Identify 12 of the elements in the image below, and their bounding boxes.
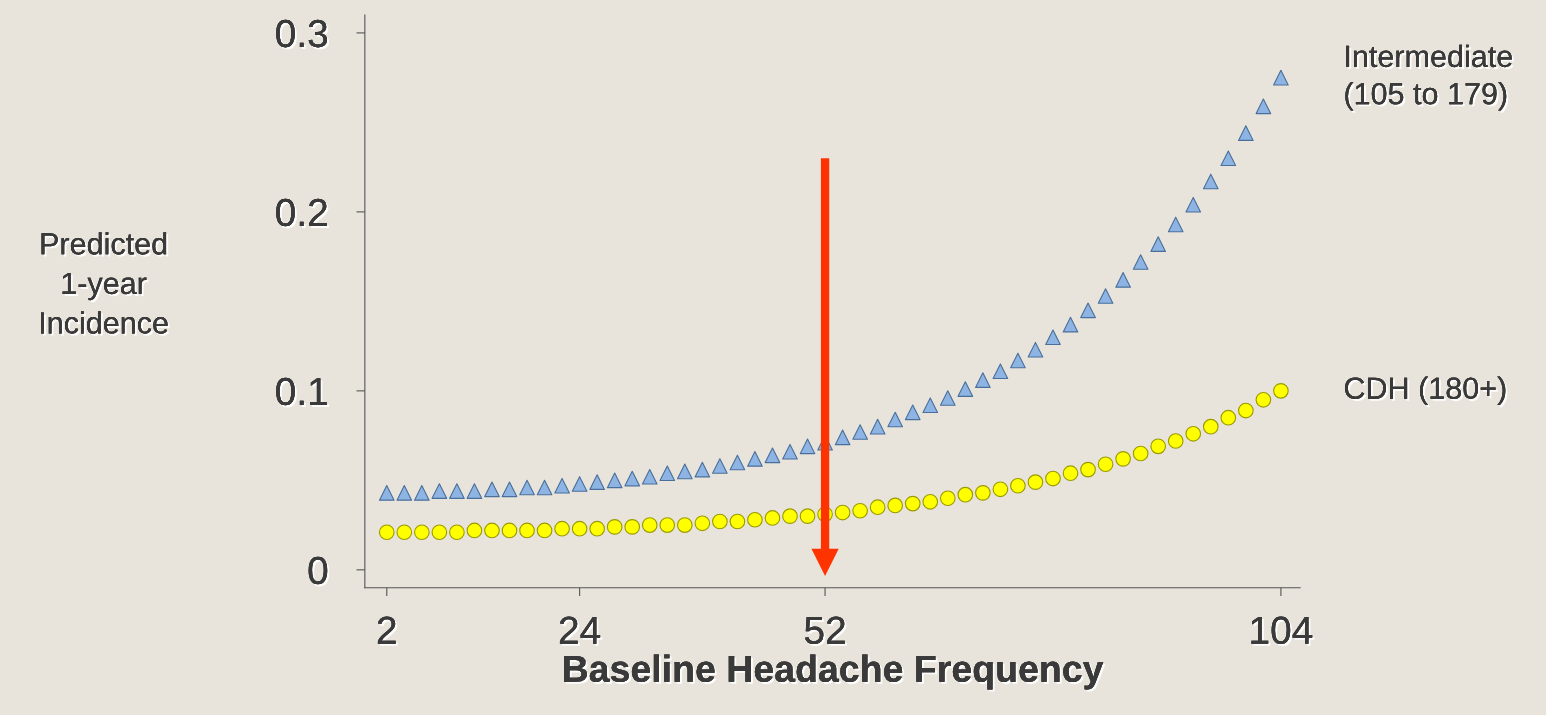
y-tick-label: 0.3 <box>276 19 330 50</box>
y-tick-label: 0 <box>308 556 330 587</box>
series-label: Intermediate (105 to 179) <box>1345 44 1514 113</box>
x-tick-label: 24 <box>559 616 603 646</box>
series-label: CDH (180+) <box>1344 376 1508 408</box>
x-tick-label: 104 <box>1251 616 1315 647</box>
y-tick-label: 0.1 <box>276 377 329 408</box>
x-tick-label: 2 <box>377 616 398 646</box>
y-axis-title: Predicted 1-year Incidence <box>41 232 170 336</box>
x-axis-title: Baseline Headache Frequency <box>564 654 1106 692</box>
x-tick-label: 52 <box>805 616 847 647</box>
y-tick-label: 0.2 <box>276 198 329 229</box>
